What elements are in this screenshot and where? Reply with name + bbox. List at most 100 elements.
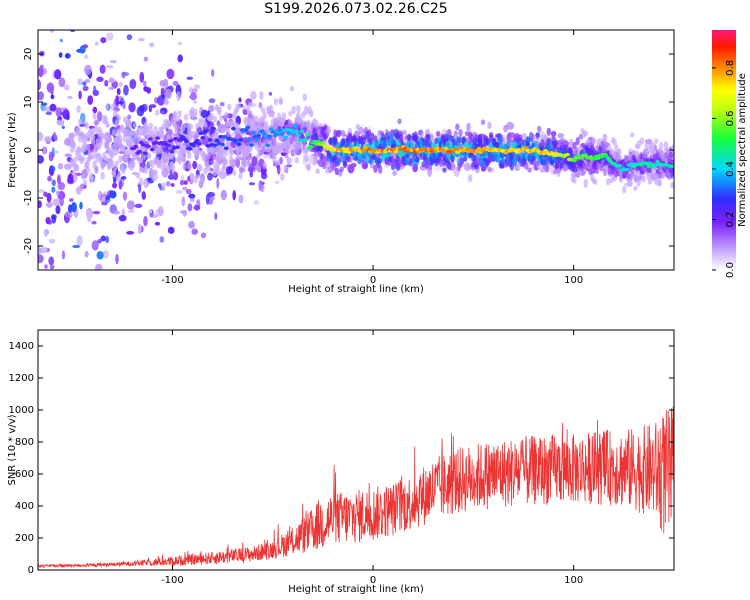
heatmap-speckle <box>143 86 149 92</box>
heatmap-halo <box>342 160 348 166</box>
heatmap-halo <box>604 141 609 149</box>
heatmap-halo <box>291 105 296 115</box>
bottom-y-tick-label: 0 <box>28 565 34 576</box>
heatmap-speckle <box>99 0 106 4</box>
heatmap-speckle <box>84 64 92 76</box>
heatmap-speckle <box>56 174 61 185</box>
heatmap-speckle <box>148 167 154 179</box>
heatmap-halo <box>187 150 192 160</box>
heatmap-speckle <box>44 229 48 237</box>
heatmap-halo <box>347 127 352 134</box>
heatmap-speckle <box>217 106 222 115</box>
heatmap-halo <box>206 164 211 172</box>
heatmap-speckle <box>46 202 53 208</box>
heatmap-halo <box>628 179 633 187</box>
heatmap-halo <box>135 172 141 179</box>
heatmap-halo <box>100 171 105 180</box>
heatmap-halo <box>630 132 635 138</box>
heatmap-speckle <box>106 32 114 41</box>
heatmap-halo <box>506 133 511 142</box>
heatmap-halo <box>647 178 653 185</box>
heatmap-halo <box>442 167 447 173</box>
heatmap-halo <box>187 161 192 170</box>
heatmap-speckle <box>71 297 77 300</box>
heatmap-halo <box>143 167 149 174</box>
heatmap-halo <box>215 166 221 176</box>
heatmap-halo <box>345 155 351 161</box>
top-y-tick-label: -20 <box>23 238 34 254</box>
heatmap-halo <box>389 134 394 140</box>
heatmap-speckle <box>188 220 195 229</box>
heatmap-speckle <box>192 160 198 170</box>
heatmap-halo <box>214 132 219 139</box>
heatmap-speckle <box>69 198 74 202</box>
heatmap-halo <box>74 164 80 172</box>
heatmap-speckle <box>121 71 126 79</box>
heatmap-halo <box>113 164 118 171</box>
heatmap-speckle <box>177 54 183 63</box>
heatmap-speckle <box>115 253 119 265</box>
bottom-y-tick-label: 1000 <box>9 405 34 416</box>
heatmap-halo <box>272 154 277 163</box>
heatmap-halo <box>658 141 664 151</box>
heatmap-halo <box>573 146 579 156</box>
heatmap-halo <box>183 122 189 128</box>
heatmap-speckle <box>225 166 234 175</box>
heatmap-halo <box>102 161 107 168</box>
heatmap-halo <box>626 173 632 180</box>
heatmap-speckle <box>48 151 54 162</box>
heatmap-halo <box>156 162 161 169</box>
heatmap-halo <box>435 130 441 137</box>
colorbar-tick-label: 0.8 <box>725 60 736 76</box>
heatmap-halo <box>509 161 515 171</box>
heatmap-speckle <box>137 223 142 235</box>
heatmap-speckle <box>176 91 181 102</box>
heatmap-speckle <box>160 110 165 115</box>
heatmap-halo <box>591 137 596 145</box>
heatmap-speckle <box>193 84 201 90</box>
heatmap-speckle <box>71 202 77 213</box>
heatmap-ridge-cell <box>285 128 290 132</box>
heatmap-ridge-cell <box>256 133 262 138</box>
heatmap-speckle <box>263 153 269 159</box>
heatmap-speckle <box>61 250 66 260</box>
heatmap-speckle <box>120 176 127 180</box>
heatmap-halo <box>272 137 277 146</box>
heatmap-halo <box>93 118 99 127</box>
heatmap-ridge-cell <box>272 133 278 138</box>
heatmap-ridge-cell <box>167 139 173 143</box>
heatmap-halo <box>203 121 208 128</box>
heatmap-halo <box>644 143 649 151</box>
heatmap-speckle <box>52 198 61 207</box>
heatmap-halo <box>392 170 397 176</box>
heatmap-halo <box>612 138 617 146</box>
heatmap-ridge-cell <box>294 129 300 134</box>
heatmap-halo <box>276 112 282 120</box>
heatmap-speckle <box>72 272 76 276</box>
heatmap-halo <box>622 186 627 194</box>
heatmap-speckle <box>38 200 42 209</box>
heatmap-halo <box>254 115 259 123</box>
heatmap-speckle <box>127 209 135 214</box>
heatmap-speckle <box>200 232 207 239</box>
heatmap-ridge-cell <box>250 130 256 135</box>
heatmap-speckle <box>64 137 72 146</box>
heatmap-halo <box>293 135 298 142</box>
heatmap-speckle <box>183 180 188 185</box>
heatmap-speckle <box>264 148 271 153</box>
heatmap-speckle <box>96 76 104 82</box>
heatmap-halo <box>130 160 136 169</box>
heatmap-ridge-cell <box>617 164 623 168</box>
heatmap-speckle <box>59 20 66 23</box>
heatmap-speckle <box>52 132 57 140</box>
heatmap-ridge-cell <box>393 149 399 154</box>
heatmap-speckle <box>167 226 175 234</box>
heatmap-halo <box>463 156 468 162</box>
heatmap-ridge-cell <box>194 138 200 143</box>
heatmap-ridge-cell <box>236 142 242 147</box>
heatmap-speckle <box>91 240 99 251</box>
heatmap-halo <box>71 140 76 149</box>
heatmap-halo <box>622 173 627 180</box>
heatmap-halo <box>85 135 91 142</box>
